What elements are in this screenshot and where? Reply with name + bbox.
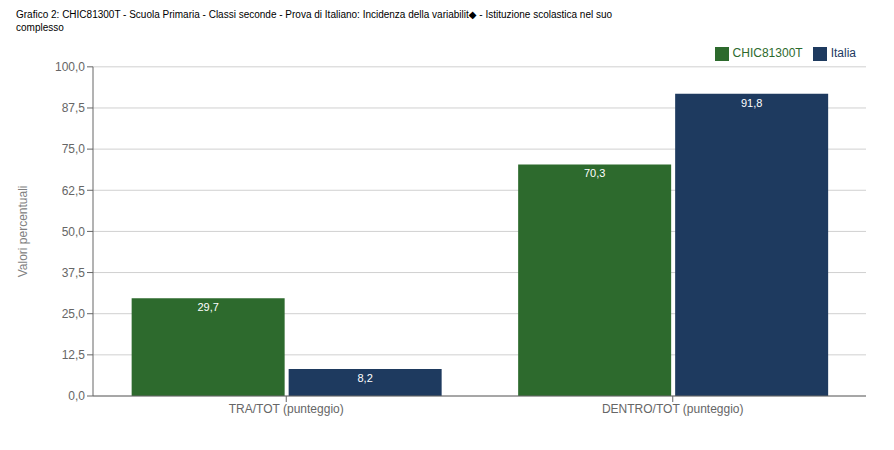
svg-text:87,5: 87,5 [62, 101, 86, 115]
svg-text:62,5: 62,5 [62, 184, 86, 198]
svg-text:TRA/TOT (punteggio): TRA/TOT (punteggio) [229, 402, 344, 416]
svg-text:8,2: 8,2 [358, 372, 373, 384]
html-text:Italia: Italia [830, 46, 856, 60]
svg-text:29,7: 29,7 [197, 301, 218, 313]
svg-text:37,5: 37,5 [62, 266, 86, 280]
svg-text:12,5: 12,5 [62, 348, 86, 362]
svg-text:91,8: 91,8 [741, 97, 762, 109]
svg-text:50,0: 50,0 [62, 225, 86, 239]
svg-text:DENTRO/TOT (punteggio): DENTRO/TOT (punteggio) [602, 402, 744, 416]
svg-text:75,0: 75,0 [62, 142, 86, 156]
html-text:CHIC81300T: CHIC81300T [732, 46, 803, 60]
svg-text:25,0: 25,0 [62, 307, 86, 321]
svg-text:70,3: 70,3 [584, 167, 605, 179]
html-text:Grafico 2: CHIC81300T - Scuola: Grafico 2: CHIC81300T - Scuola Primaria … [16, 9, 613, 20]
svg-text:Valori percentuali: Valori percentuali [16, 186, 30, 278]
svg-text:0,0: 0,0 [68, 389, 85, 403]
svg-text:100,0: 100,0 [55, 60, 85, 74]
html-text:complesso: complesso [16, 22, 64, 33]
